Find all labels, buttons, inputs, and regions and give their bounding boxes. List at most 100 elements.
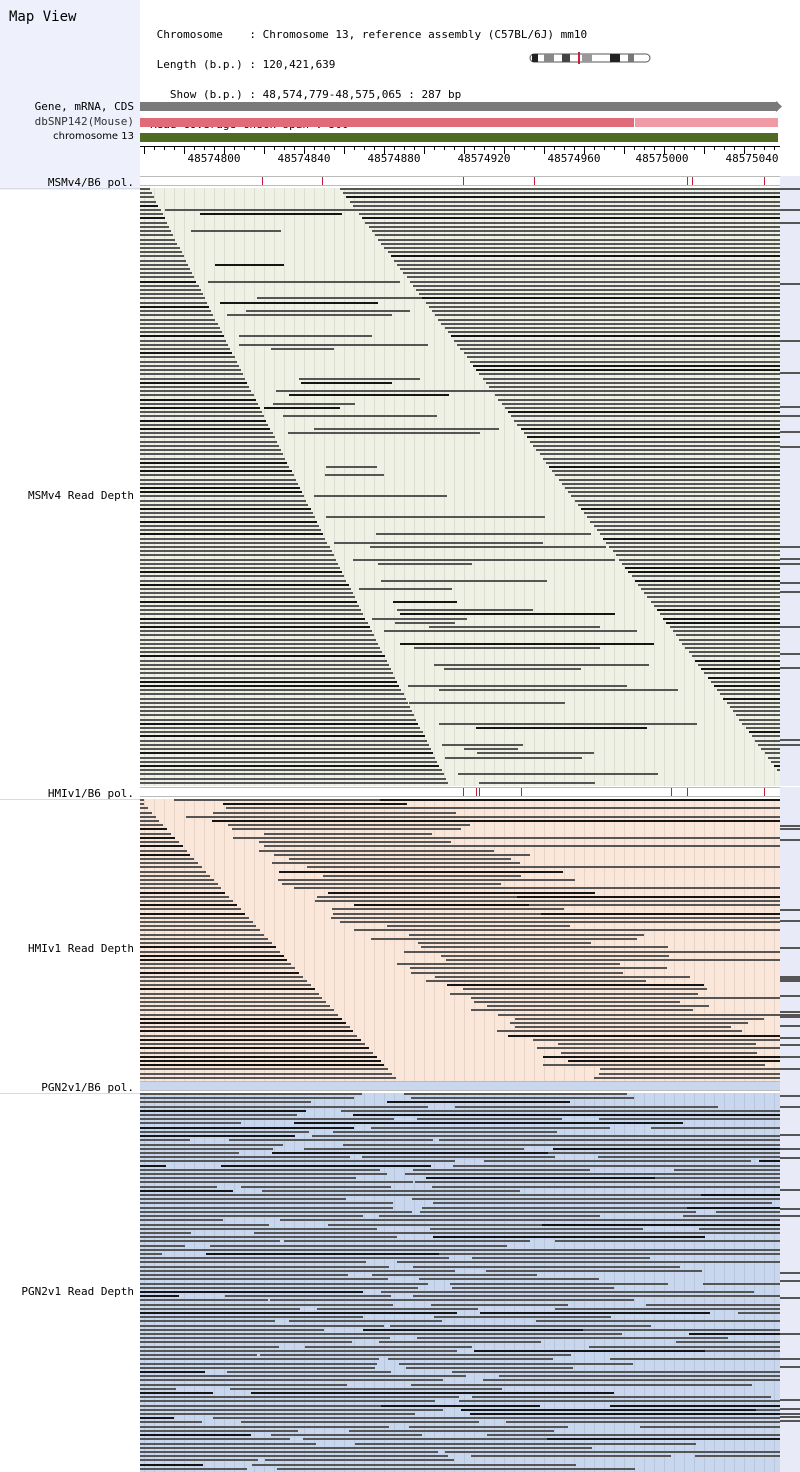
sequence-read — [140, 449, 281, 451]
sequence-read — [265, 1459, 454, 1461]
read-depth-panel[interactable] — [140, 799, 780, 1081]
dbsnp-track-bar-segment[interactable] — [635, 118, 778, 127]
gridline — [324, 188, 325, 786]
chromosome-track-bar[interactable] — [140, 133, 778, 142]
dbsnp-track-bar[interactable] — [140, 118, 634, 127]
snp-marker[interactable] — [476, 788, 477, 796]
sequence-read — [323, 875, 521, 877]
snp-marker[interactable] — [764, 788, 765, 796]
sequence-read — [562, 483, 780, 485]
gridline — [754, 799, 755, 1081]
snp-marker[interactable] — [692, 177, 693, 185]
sequence-read — [140, 323, 218, 325]
sequence-read — [755, 740, 780, 742]
sequence-read — [140, 365, 239, 367]
sequence-read — [140, 1139, 190, 1141]
sequence-read — [140, 1207, 393, 1209]
polymorphism-row[interactable] — [140, 787, 780, 797]
sequence-read — [140, 892, 225, 894]
read-depth-panel[interactable] — [140, 188, 780, 786]
sequence-read — [200, 213, 342, 215]
gridline — [644, 799, 645, 1081]
strain-pol-label: MSMv4/B6 pol. — [47, 176, 134, 189]
gene-track-bar[interactable] — [140, 102, 778, 111]
sequence-read — [140, 1186, 217, 1188]
polymorphism-row[interactable] — [140, 1081, 780, 1091]
sequence-read-overflow — [780, 431, 800, 433]
chromosome-ideogram[interactable] — [528, 52, 652, 64]
snp-marker[interactable] — [322, 177, 323, 185]
snp-marker[interactable] — [262, 177, 263, 185]
sequence-read — [543, 1056, 778, 1058]
gridline — [334, 799, 335, 1081]
sequence-read — [314, 428, 499, 430]
ruler-minor-tick — [374, 146, 375, 150]
snp-marker[interactable] — [534, 177, 535, 185]
sequence-read — [703, 1283, 780, 1285]
sequence-read — [434, 837, 780, 839]
sequence-read — [140, 495, 304, 497]
sequence-read — [140, 1009, 334, 1011]
sequence-read — [750, 1060, 780, 1062]
ruler-minor-tick — [534, 146, 535, 150]
sequence-read — [451, 335, 780, 337]
snp-marker[interactable] — [687, 788, 688, 796]
sequence-read — [233, 837, 475, 839]
ruler-major-tick — [664, 146, 665, 154]
sequence-read — [140, 1215, 363, 1217]
gridline — [734, 1093, 735, 1472]
sequence-read — [140, 276, 194, 278]
snp-marker[interactable] — [463, 788, 464, 796]
snp-marker[interactable] — [764, 177, 765, 185]
sequence-read — [140, 685, 399, 687]
sequence-read — [140, 609, 361, 611]
sequence-read-overflow — [780, 1095, 800, 1097]
sequence-read — [140, 230, 171, 232]
sequence-read — [314, 495, 447, 497]
sequence-read — [140, 887, 221, 889]
sequence-read — [432, 1186, 780, 1188]
sequence-read — [140, 710, 412, 712]
gridline — [344, 799, 345, 1081]
gridline — [494, 799, 495, 1081]
snp-marker[interactable] — [671, 788, 672, 796]
sequence-read — [558, 1043, 756, 1045]
sequence-read-overflow — [780, 839, 800, 841]
snp-marker[interactable] — [687, 177, 688, 185]
sequence-read — [140, 706, 410, 708]
gridline — [424, 799, 425, 1081]
gridline — [194, 1093, 195, 1472]
snp-marker[interactable] — [479, 788, 480, 796]
sequence-read — [476, 727, 647, 729]
ruler-major-tick — [264, 146, 265, 154]
sequence-read — [568, 491, 780, 493]
sequence-read — [140, 500, 306, 502]
sequence-read — [140, 618, 365, 620]
read-depth-panel[interactable] — [140, 1093, 780, 1472]
sequence-read — [140, 1283, 428, 1285]
sequence-read — [446, 845, 780, 847]
gridline — [774, 1093, 775, 1472]
ruler-tick-label: 48574920 — [457, 152, 511, 165]
sequence-read — [340, 188, 780, 190]
polymorphism-row[interactable] — [140, 176, 780, 186]
sequence-read — [140, 352, 232, 354]
sequence-read — [140, 913, 245, 915]
sequence-read — [140, 335, 224, 337]
sequence-read-overflow — [780, 626, 800, 628]
sequence-read — [140, 226, 169, 228]
sequence-read — [186, 816, 471, 818]
sequence-read — [140, 799, 144, 801]
ruler-major-tick — [464, 146, 465, 154]
sequence-read — [140, 1114, 297, 1116]
snp-marker[interactable] — [521, 788, 522, 796]
sequence-read-overflow — [780, 372, 800, 374]
sequence-read — [517, 424, 780, 426]
sequence-read — [140, 967, 295, 969]
sequence-read-overflow — [780, 920, 800, 922]
sequence-read — [140, 1156, 350, 1158]
sequence-read — [452, 1371, 780, 1373]
sequence-read — [140, 411, 262, 413]
sequence-read — [140, 938, 268, 940]
snp-marker[interactable] — [463, 177, 464, 185]
